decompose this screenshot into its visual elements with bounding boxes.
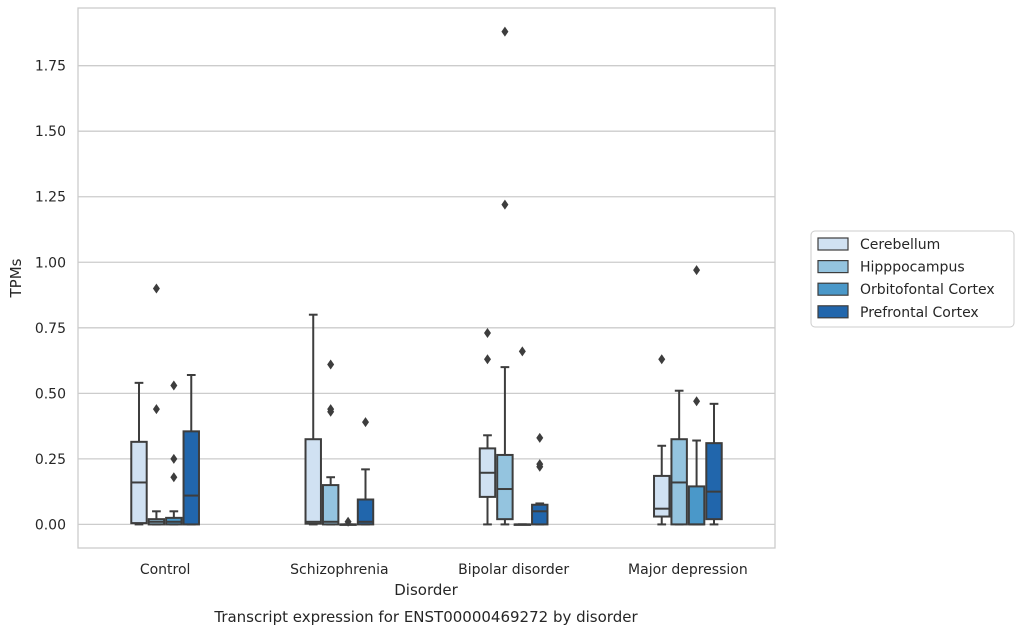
box-3-3 (705, 402, 723, 526)
outlier-point (693, 265, 701, 276)
outlier-point (518, 346, 526, 357)
plot-frame (77, 7, 776, 549)
box-iqr (496, 453, 514, 521)
y-tick-label: 0.75 (35, 321, 66, 337)
box-1-3 (670, 389, 688, 526)
box-iqr (356, 498, 375, 526)
box-iqr (304, 438, 322, 525)
box-iqr (321, 484, 340, 526)
x-axis-ticks: Control Schizophrenia Bipolar disorder Majo… (140, 562, 748, 578)
legend-swatch (817, 282, 849, 296)
x-axis-label: Disorder (394, 581, 458, 599)
legend-label: Prefrontal Cortex (860, 305, 979, 321)
box-3-0 (182, 373, 200, 526)
legend-frame (810, 230, 1015, 328)
y-axis-ticks: 0.00 0.25 0.50 0.75 1.00 1.25 1.50 1.75 (35, 59, 66, 534)
outlier-point (501, 199, 509, 210)
outlier-point (536, 459, 544, 470)
outlier-point (152, 404, 160, 415)
box-1-0 (147, 283, 166, 526)
y-tick-label: 1.00 (35, 255, 66, 271)
box-iqr (182, 430, 200, 526)
y-tick-label: 1.75 (35, 59, 66, 75)
outlier-point (170, 453, 178, 464)
legend-swatch (817, 260, 849, 274)
box-iqr (705, 442, 723, 521)
y-tick-label: 1.25 (35, 190, 66, 206)
outlier-point (362, 417, 370, 428)
outlier-point (344, 516, 352, 527)
legend-swatch (817, 305, 849, 319)
outlier-point (170, 472, 178, 483)
outlier-point (170, 380, 178, 391)
x-tick-label: Bipolar disorder (458, 562, 569, 578)
legend-swatch (817, 237, 849, 251)
y-tick-label: 0.00 (35, 517, 66, 533)
outlier-point (658, 354, 666, 365)
x-tick-label: Control (140, 562, 191, 578)
box-1-1 (321, 359, 340, 526)
outlier-point (327, 359, 335, 370)
y-axis-label: TPMs (7, 258, 25, 298)
box-0-2 (478, 328, 497, 526)
outlier-point (327, 404, 335, 415)
box-3-1 (356, 417, 375, 526)
box-3-2 (531, 432, 549, 526)
outlier-point (152, 283, 160, 294)
box-2-1 (339, 516, 357, 527)
x-tick-label: Schizophrenia (290, 562, 388, 578)
box-2-3 (687, 265, 706, 526)
outlier-point (483, 328, 491, 339)
box-iqr (531, 503, 549, 526)
legend-label: Hipppocampus (860, 260, 965, 276)
box-1-2 (496, 26, 514, 526)
box-0-1 (304, 313, 322, 526)
box-2-2 (513, 346, 532, 526)
outlier-point (693, 396, 701, 407)
legend-label: Orbitofontal Cortex (860, 282, 995, 298)
legend-label: Cerebellum (860, 237, 940, 253)
outlier-point (483, 354, 491, 365)
outlier-point (501, 26, 509, 37)
x-tick-label: Major depression (628, 562, 748, 578)
y-tick-label: 1.50 (35, 124, 66, 140)
box-iqr (687, 485, 706, 526)
y-tick-label: 0.50 (35, 386, 66, 402)
box-2-0 (165, 380, 183, 526)
y-tick-label: 0.25 (35, 452, 66, 468)
box-0-3 (653, 354, 671, 526)
box-0-0 (130, 381, 148, 526)
chart-title: Transcript expression for ENST0000046927… (213, 608, 638, 626)
box-iqr (653, 474, 671, 518)
plot-boxes (130, 26, 723, 527)
outlier-point (536, 432, 544, 443)
legend: Cerebellum Hipppocampus Orbitofontal Corte… (810, 230, 1015, 328)
